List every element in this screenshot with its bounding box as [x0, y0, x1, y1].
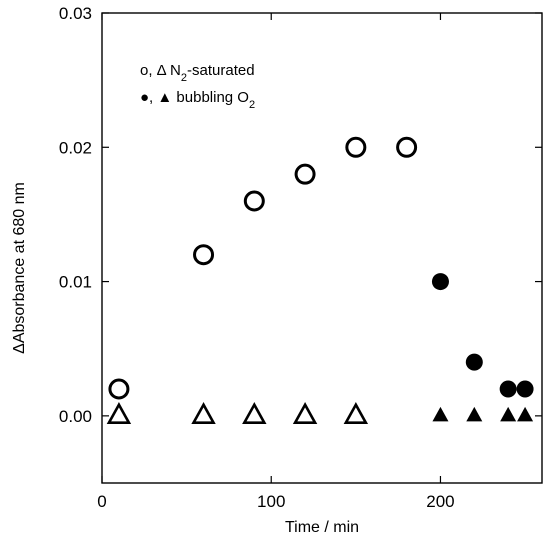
open-circle-point [345, 136, 367, 158]
y-axis-label: ΔAbsorbance at 680 nm [11, 182, 28, 354]
filled-circle-point [516, 380, 534, 398]
filled-triangle-point [432, 406, 449, 422]
axis-ticks: 0 100 200 0.00 0.01 0.02 0.03 [59, 4, 542, 511]
filled-circle-point [465, 353, 483, 371]
x-tick-label: 100 [257, 492, 285, 511]
legend: o, Δ N2-saturated ●, ▲ bubbling O2 [140, 62, 255, 111]
open-triangle-point [106, 402, 132, 424]
open-circle-point [294, 163, 316, 185]
filled-triangle-point [500, 406, 517, 422]
open-circle-point [396, 136, 418, 158]
x-tick-label: 0 [97, 492, 106, 511]
open-triangle-point [191, 402, 216, 424]
filled-triangle-point [466, 406, 483, 422]
plot-frame [101, 12, 543, 484]
y-tick-label: 0.02 [59, 138, 92, 157]
y-tick-label: 0.01 [59, 273, 92, 292]
x-tick-label: 200 [426, 492, 454, 511]
y-tick-label: 0.03 [59, 4, 92, 23]
open-circle-point [108, 378, 130, 400]
open-circle-point [243, 190, 265, 212]
filled-circle-point [431, 273, 449, 291]
legend-entry-n2: o, Δ N2-saturated [140, 62, 255, 84]
filled-circle-point [499, 380, 517, 398]
filled-triangle-point [517, 406, 534, 422]
y-tick-label: 0.00 [59, 407, 92, 426]
data-marks [106, 136, 534, 424]
open-triangle-point [343, 402, 369, 424]
open-circle-point [193, 244, 215, 266]
open-triangle-point [242, 402, 267, 424]
legend-entry-o2: ●, ▲ bubbling O2 [140, 89, 255, 111]
open-triangle-point [292, 402, 318, 424]
x-axis-label: Time / min [285, 519, 359, 536]
